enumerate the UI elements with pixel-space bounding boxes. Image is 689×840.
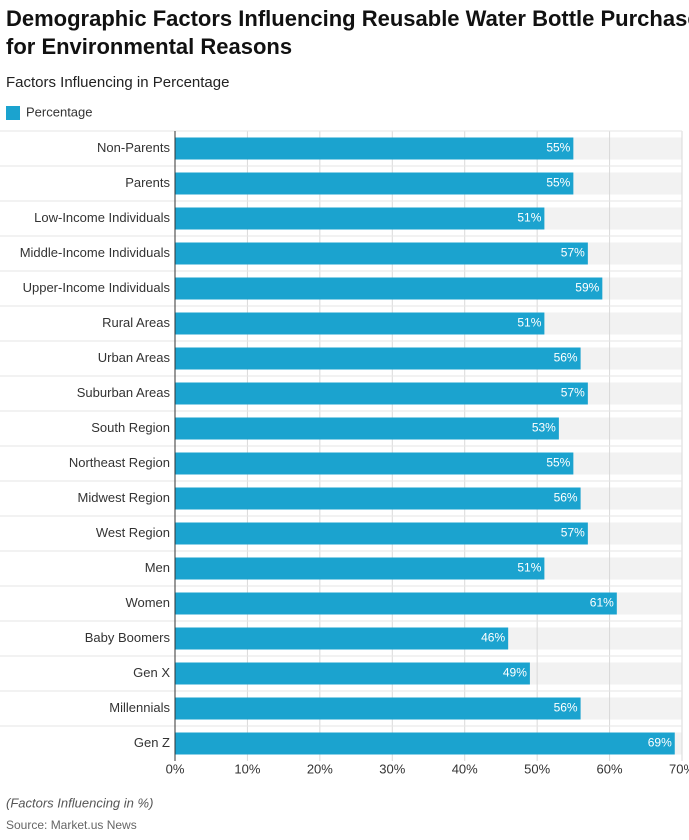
y-tick-label: Women	[125, 595, 170, 610]
value-label: 61%	[590, 596, 614, 610]
y-tick-label: Urban Areas	[98, 350, 171, 365]
value-label: 51%	[517, 316, 541, 330]
y-tick-label: Middle-Income Individuals	[20, 245, 171, 260]
value-label: 57%	[561, 386, 585, 400]
bar	[175, 522, 588, 545]
y-tick-label: Baby Boomers	[85, 630, 171, 645]
x-tick-label: 30%	[379, 761, 405, 776]
value-label: 51%	[517, 561, 541, 575]
title-line: for Environmental Reasons	[6, 34, 292, 59]
value-label: 55%	[546, 176, 570, 190]
x-tick-label: 40%	[452, 761, 478, 776]
value-label: 56%	[554, 491, 578, 505]
value-label: 55%	[546, 456, 570, 470]
bar	[175, 557, 545, 580]
y-tick-label: Upper-Income Individuals	[23, 280, 171, 295]
value-label: 49%	[503, 666, 527, 680]
x-tick-label: 70%	[669, 761, 689, 776]
bar	[175, 347, 581, 370]
value-label: 53%	[532, 421, 556, 435]
bar	[175, 662, 530, 685]
y-tick-label: Men	[145, 560, 170, 575]
y-tick-label: Gen Z	[134, 735, 170, 750]
bar	[175, 207, 545, 230]
bar	[175, 697, 581, 720]
bar	[175, 627, 509, 650]
value-label: 55%	[546, 141, 570, 155]
value-label: 59%	[575, 281, 599, 295]
source: Source: Market.us News	[6, 818, 137, 832]
y-tick-label: Parents	[125, 175, 170, 190]
bar	[175, 172, 574, 195]
note: (Factors Influencing in %)	[6, 795, 153, 810]
value-label: 56%	[554, 701, 578, 715]
legend-label: Percentage	[26, 104, 93, 119]
bar	[175, 592, 617, 615]
bar	[175, 417, 559, 440]
bar	[175, 382, 588, 405]
bar	[175, 452, 574, 475]
value-label: 56%	[554, 351, 578, 365]
chart-title-text: Demographic Factors Influencing Reusable…	[6, 6, 689, 59]
legend-swatch	[6, 106, 20, 120]
bar	[175, 312, 545, 335]
value-label: 46%	[481, 631, 505, 645]
value-label: 51%	[517, 211, 541, 225]
y-tick-label: Millennials	[109, 700, 170, 715]
y-tick-label: South Region	[91, 420, 170, 435]
y-tick-label: Midwest Region	[78, 490, 171, 505]
value-label: 57%	[561, 526, 585, 540]
value-label: 69%	[648, 736, 672, 750]
y-tick-label: Northeast Region	[69, 455, 170, 470]
y-tick-label: Gen X	[133, 665, 170, 680]
y-tick-label: Non-Parents	[97, 140, 170, 155]
x-tick-label: 20%	[307, 761, 333, 776]
x-tick-label: 10%	[234, 761, 260, 776]
y-tick-label: Suburban Areas	[77, 385, 171, 400]
x-tick-label: 50%	[524, 761, 550, 776]
y-tick-label: West Region	[96, 525, 170, 540]
bar	[175, 137, 574, 160]
chart-subtitle: Factors Influencing in Percentage	[6, 74, 229, 91]
chart-title: Demographic Factors Influencing Reusable…	[6, 6, 689, 59]
title-line: Demographic Factors Influencing Reusable…	[6, 6, 689, 31]
x-tick-label: 60%	[597, 761, 623, 776]
y-tick-label: Low-Income Individuals	[34, 210, 170, 225]
value-label: 57%	[561, 246, 585, 260]
bar	[175, 242, 588, 265]
x-tick-label: 0%	[166, 761, 185, 776]
bar	[175, 277, 603, 300]
bar	[175, 732, 675, 755]
bar	[175, 487, 581, 510]
y-tick-label: Rural Areas	[102, 315, 170, 330]
